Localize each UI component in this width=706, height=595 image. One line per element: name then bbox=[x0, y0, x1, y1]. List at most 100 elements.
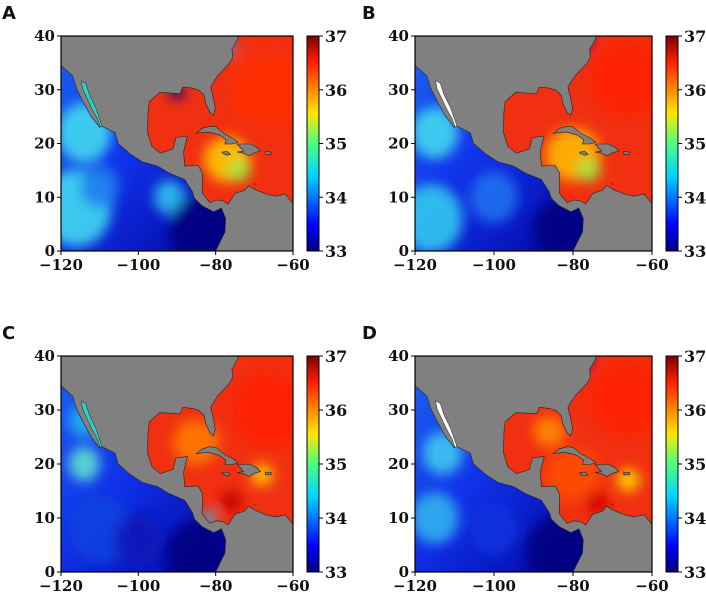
pacific-variations bbox=[415, 106, 584, 251]
y-tick-label: 30 bbox=[388, 401, 409, 419]
land-mass bbox=[61, 356, 293, 572]
plot-area bbox=[415, 356, 652, 572]
panel-label: C bbox=[2, 323, 15, 344]
y-tick-label: 0 bbox=[399, 563, 409, 581]
salinity-patch bbox=[588, 41, 652, 117]
colorbar-tick-label: 35 bbox=[684, 135, 706, 154]
island bbox=[579, 151, 589, 156]
colorbar-tick-label: 37 bbox=[325, 27, 347, 46]
x-tick-label: −120 bbox=[39, 577, 83, 595]
island bbox=[623, 471, 631, 476]
panel-label: A bbox=[2, 3, 16, 24]
x-tick-label: −120 bbox=[39, 256, 83, 274]
island bbox=[611, 503, 614, 506]
map-panel-c: −120 −100 −80 −60 0 10 20 30 40 33 34 35 36 37 C bbox=[2, 323, 347, 595]
atlantic-variations bbox=[173, 372, 293, 526]
land-mass bbox=[415, 356, 652, 572]
gulf-of-california bbox=[80, 400, 103, 448]
y-tick-label: 10 bbox=[34, 509, 55, 527]
salinity-patch bbox=[533, 416, 566, 447]
salinity-patch bbox=[525, 515, 584, 572]
salinity-patch bbox=[231, 372, 293, 448]
salinity-patch bbox=[227, 159, 251, 182]
salinity-patch bbox=[80, 165, 119, 208]
island bbox=[594, 464, 620, 477]
island bbox=[623, 151, 631, 155]
salinity-patch bbox=[588, 361, 652, 437]
y-tick-label: 30 bbox=[388, 81, 409, 99]
plot-area bbox=[61, 36, 293, 251]
y-tick-label: 20 bbox=[388, 135, 409, 153]
colorbar-tick-label: 37 bbox=[325, 347, 347, 366]
colorbar-tick-label: 36 bbox=[684, 81, 706, 100]
island bbox=[253, 503, 256, 506]
x-tick-label: −100 bbox=[472, 577, 516, 595]
salinity-patch bbox=[231, 52, 293, 128]
colorbar-tick-label: 35 bbox=[684, 455, 706, 474]
x-tick-label: −60 bbox=[635, 256, 668, 274]
map-panel-a: −120 −100 −80 −60 0 10 20 30 40 33 34 35 36 37 A bbox=[2, 3, 347, 274]
island bbox=[611, 182, 614, 186]
x-tick-label: −120 bbox=[393, 577, 437, 595]
salinity-patch bbox=[584, 490, 609, 514]
y-tick-label: 40 bbox=[388, 347, 409, 365]
x-tick-label: −80 bbox=[556, 256, 589, 274]
colorbar-tick-label: 37 bbox=[684, 27, 706, 46]
island bbox=[579, 471, 589, 477]
x-tick-label: −80 bbox=[199, 577, 232, 595]
island bbox=[236, 464, 262, 477]
y-tick-label: 40 bbox=[34, 27, 55, 45]
x-tick-label: −120 bbox=[393, 256, 437, 274]
colorbar-tick-label: 37 bbox=[684, 347, 706, 366]
salinity-patch bbox=[616, 468, 641, 492]
colorbar-tick-label: 34 bbox=[325, 509, 347, 528]
x-tick-label: −60 bbox=[276, 256, 309, 274]
island bbox=[594, 143, 620, 157]
x-tick-label: −80 bbox=[556, 577, 589, 595]
colorbar-tick-label: 36 bbox=[325, 401, 347, 420]
x-tick-label: −60 bbox=[635, 577, 668, 595]
salinity-patch bbox=[415, 492, 459, 544]
colorbar-tick-label: 33 bbox=[684, 563, 706, 582]
colorbar-tick-label: 33 bbox=[325, 563, 347, 582]
salinity-patch bbox=[68, 494, 131, 564]
x-tick-label: −100 bbox=[116, 577, 160, 595]
colorbar-tick-label: 33 bbox=[325, 242, 347, 261]
y-tick-label: 40 bbox=[388, 27, 409, 45]
colorbar bbox=[665, 355, 679, 573]
colorbar bbox=[306, 355, 320, 573]
salinity-patch bbox=[533, 199, 584, 251]
gulf-of-california bbox=[435, 80, 458, 128]
y-tick-label: 10 bbox=[388, 509, 409, 527]
y-tick-label: 20 bbox=[388, 455, 409, 473]
colorbar-tick-label: 33 bbox=[684, 242, 706, 261]
land-mass bbox=[415, 36, 652, 251]
colorbar-tick-label: 34 bbox=[684, 188, 706, 207]
island bbox=[552, 125, 597, 145]
x-tick-label: −80 bbox=[199, 256, 232, 274]
island bbox=[264, 151, 272, 155]
colorbar-tick-label: 35 bbox=[325, 135, 347, 154]
y-tick-label: 30 bbox=[34, 81, 55, 99]
salinity-patch bbox=[415, 184, 463, 251]
salinity-patch bbox=[68, 446, 100, 482]
island bbox=[236, 143, 262, 157]
salinity-patch bbox=[169, 195, 226, 251]
colorbar-tick-label: 34 bbox=[684, 509, 706, 528]
island bbox=[195, 446, 239, 465]
colorbar bbox=[665, 35, 679, 252]
salinity-patch bbox=[165, 521, 226, 572]
colorbar-tick-label: 36 bbox=[325, 81, 347, 100]
island bbox=[221, 151, 231, 156]
island bbox=[253, 182, 256, 186]
colorbar-tick-label: 34 bbox=[325, 188, 347, 207]
land-mass bbox=[61, 36, 293, 251]
salinity-patch bbox=[153, 180, 185, 215]
plot-area bbox=[415, 36, 652, 251]
salinity-patch bbox=[470, 171, 518, 224]
colorbar-tick-label: 35 bbox=[325, 455, 347, 474]
colorbar-tick-label: 36 bbox=[684, 401, 706, 420]
island bbox=[221, 471, 231, 477]
y-tick-label: 20 bbox=[34, 455, 55, 473]
